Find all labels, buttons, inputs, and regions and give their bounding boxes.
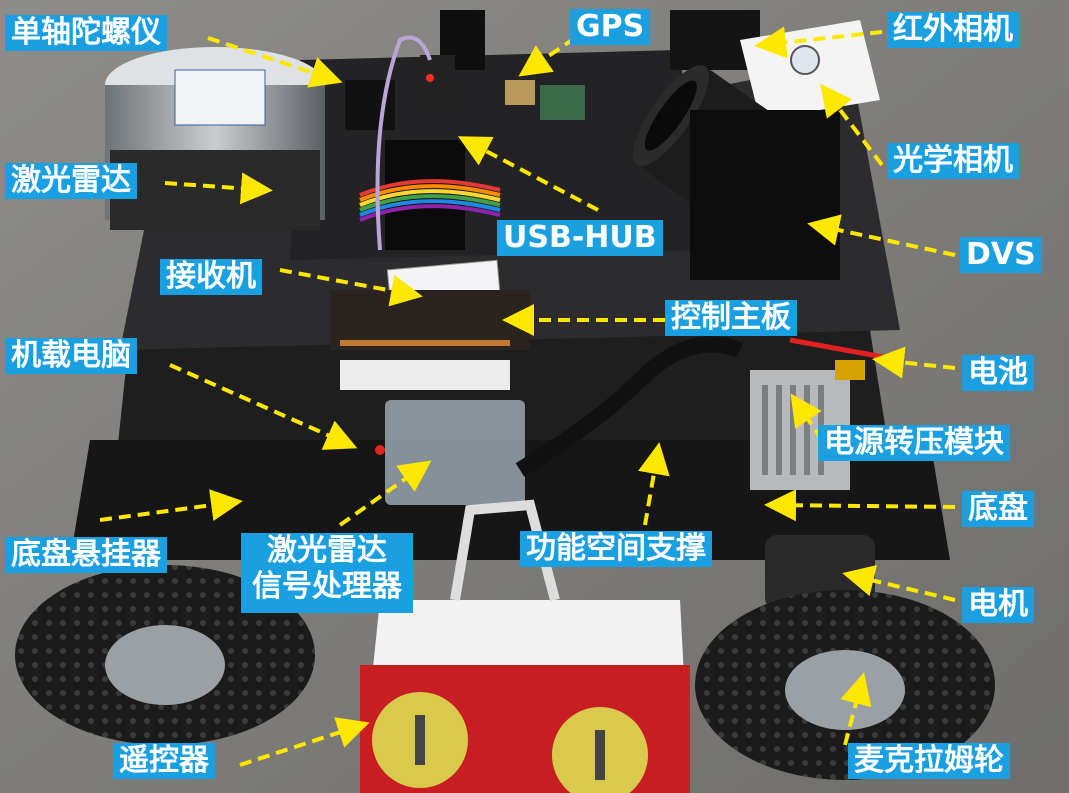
ribbon-cable: [359, 179, 501, 222]
arrow-optical-camera: [820, 83, 884, 167]
arrow-dvs: [807, 214, 956, 257]
label-motor: 电机: [962, 587, 1034, 623]
arrow-remote: [239, 717, 370, 767]
label-dvs: DVS: [960, 237, 1042, 273]
label-lidar-processor: 激光雷达 信号处理器: [241, 533, 413, 613]
label-optical-camera: 光学相机: [887, 143, 1019, 179]
dvs-body: [690, 110, 840, 280]
ir-camera-lens: [790, 45, 820, 75]
gps-board: [540, 85, 585, 120]
braided-cable: [515, 336, 743, 477]
label-battery: 电池: [962, 355, 1034, 391]
arrow-lidar: [164, 172, 273, 205]
status-led: [426, 74, 434, 82]
arrow-motor: [842, 564, 956, 602]
label-usb-hub: USB-HUB: [497, 220, 663, 256]
arrow-gps: [518, 36, 577, 77]
arrow-lidar-processor: [338, 460, 432, 527]
arrow-battery: [872, 346, 956, 379]
arrow-onboard-computer: [169, 363, 358, 450]
arrow-ir-camera: [754, 26, 883, 59]
arrow-chassis: [764, 489, 956, 522]
label-ir-camera: 红外相机: [887, 12, 1019, 48]
label-chassis: 底盘: [962, 491, 1034, 527]
battery-connector: [835, 360, 865, 380]
label-control-board: 控制主板: [665, 300, 797, 336]
arrow-support: [638, 442, 670, 526]
arrow-suspension: [99, 489, 243, 522]
arrow-receiver: [279, 268, 423, 307]
label-lidar-processor-line2: 信号处理器: [252, 569, 402, 604]
arrow-gyro: [207, 36, 343, 88]
label-gps: GPS: [570, 9, 651, 45]
purple-wire: [375, 35, 432, 251]
label-gyro: 单轴陀螺仪: [5, 15, 167, 51]
arrow-usb-hub: [457, 136, 599, 212]
usb-stick: [420, 55, 455, 110]
foam-pad: [340, 360, 510, 390]
label-lidar-processor-line1: 激光雷达: [267, 533, 387, 568]
label-onboard-computer: 机载电脑: [5, 338, 137, 374]
remote-stick-left: [415, 715, 425, 765]
label-remote: 遥控器: [113, 743, 215, 779]
gps-antenna: [505, 80, 535, 105]
lidar-sticker: [174, 69, 266, 126]
label-power-module: 电源转压模块: [818, 425, 1010, 461]
label-receiver: 接收机: [160, 259, 262, 295]
control-board-pins: [340, 340, 510, 346]
label-lidar: 激光雷达: [5, 163, 137, 199]
label-mecanum-wheel: 麦克拉姆轮: [848, 743, 1010, 779]
lidar-window: [110, 150, 320, 230]
label-suspension: 底盘悬挂器: [5, 537, 167, 573]
wheel-hub-left: [105, 625, 225, 705]
remote-stick-right: [595, 730, 605, 780]
power-led: [375, 445, 385, 455]
arrow-power-module: [790, 393, 824, 442]
label-support: 功能空间支撑: [520, 531, 712, 567]
arrow-mecanum-wheel: [840, 672, 872, 746]
